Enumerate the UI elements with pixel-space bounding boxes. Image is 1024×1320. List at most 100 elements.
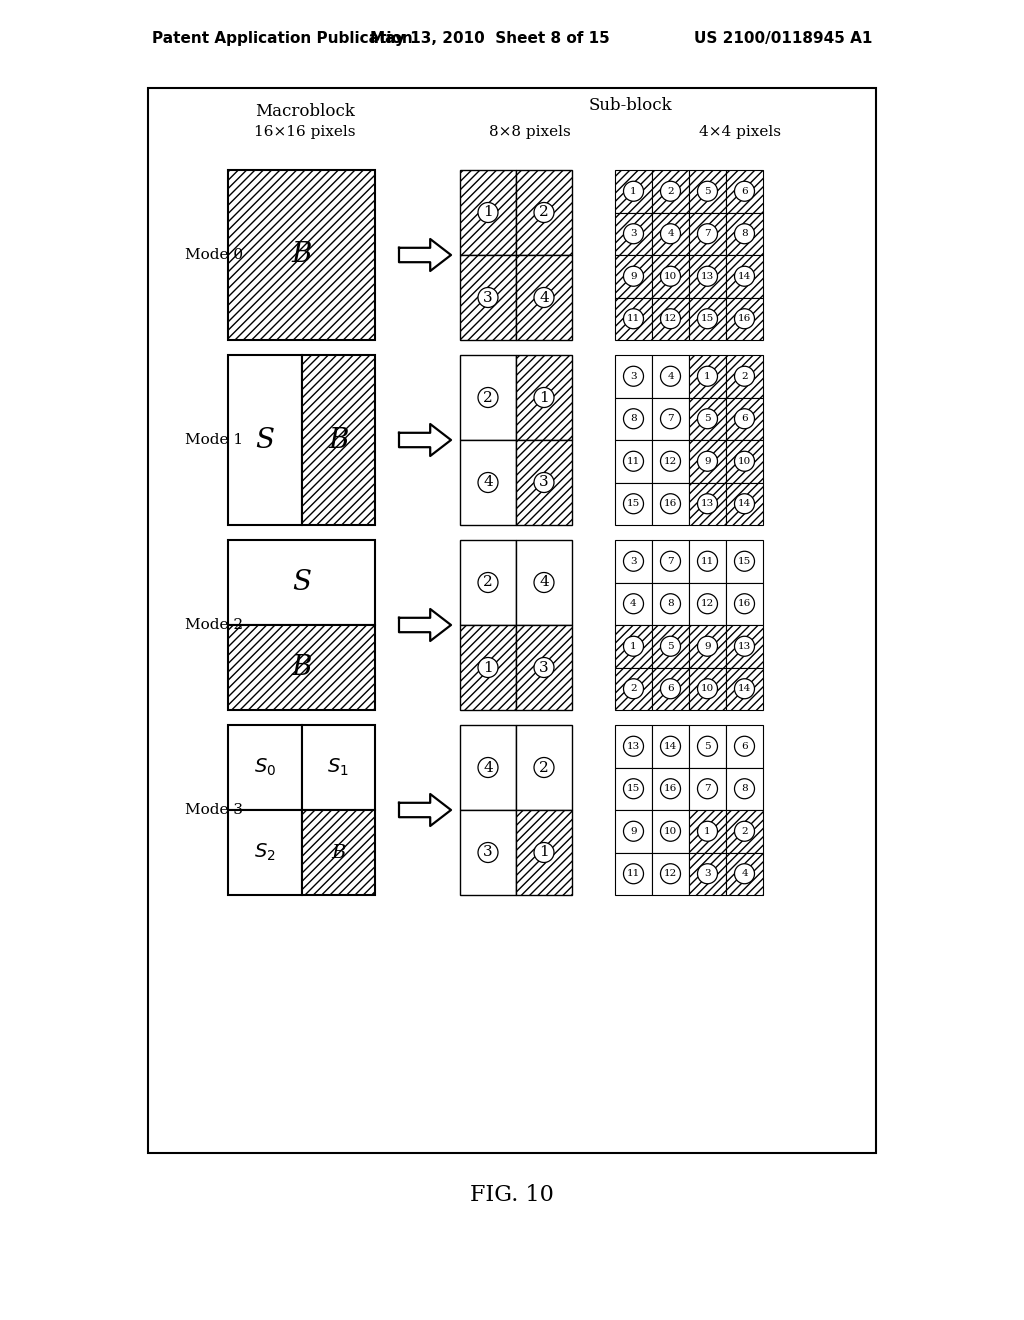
Circle shape [734,181,755,201]
Text: 11: 11 [627,457,640,466]
Text: 8: 8 [741,230,748,238]
Circle shape [734,863,755,884]
Text: 12: 12 [700,599,714,609]
Bar [726,668,763,710]
Bar [516,624,572,710]
Bar [516,440,572,525]
Text: 6: 6 [741,742,748,751]
Text: 4: 4 [741,870,748,878]
Bar [148,88,876,1152]
Text: 1: 1 [483,660,493,675]
Text: 1: 1 [539,391,549,404]
Circle shape [697,863,718,884]
Text: 15: 15 [738,557,752,566]
Text: 1: 1 [483,206,493,219]
Text: 1: 1 [630,642,637,651]
Circle shape [478,202,498,223]
Text: Macroblock: Macroblock [255,103,355,120]
Bar [726,582,763,624]
Circle shape [534,388,554,408]
Circle shape [697,451,718,471]
Bar [726,767,763,810]
Bar [652,483,689,525]
Bar [726,440,763,483]
Text: 3: 3 [483,846,493,859]
Bar [689,397,726,440]
Text: 7: 7 [668,557,674,566]
Circle shape [697,779,718,799]
Bar [460,624,516,710]
Circle shape [624,494,643,513]
Circle shape [660,594,681,614]
Circle shape [478,573,498,593]
Circle shape [624,552,643,572]
Bar [726,255,763,297]
Bar [615,668,652,710]
Text: 15: 15 [627,784,640,793]
Circle shape [624,181,643,201]
Text: B: B [291,653,311,681]
Circle shape [478,842,498,862]
Text: 4: 4 [668,230,674,238]
Circle shape [697,737,718,756]
Text: 16: 16 [664,499,677,508]
Circle shape [660,224,681,244]
Circle shape [734,309,755,329]
Text: 9: 9 [630,272,637,281]
Circle shape [624,863,643,884]
Text: 3: 3 [630,230,637,238]
Bar [228,355,301,525]
Bar [652,624,689,668]
Text: 2: 2 [539,206,549,219]
Circle shape [697,366,718,387]
Text: 1: 1 [705,372,711,380]
Circle shape [660,737,681,756]
Circle shape [734,494,755,513]
Bar [516,355,572,440]
Text: 2: 2 [741,372,748,380]
Circle shape [624,267,643,286]
Circle shape [624,594,643,614]
Text: 3: 3 [540,475,549,490]
Circle shape [534,473,554,492]
Bar [652,582,689,624]
Text: 16: 16 [738,599,752,609]
Bar [652,397,689,440]
Bar [726,483,763,525]
Text: 2: 2 [630,684,637,693]
Text: Mode 1: Mode 1 [185,433,243,447]
Circle shape [624,737,643,756]
Text: 10: 10 [664,826,677,836]
Bar [460,170,516,255]
Text: 15: 15 [627,499,640,508]
Circle shape [734,821,755,841]
Text: May 13, 2010  Sheet 8 of 15: May 13, 2010 Sheet 8 of 15 [370,30,610,45]
Bar [615,624,652,668]
Circle shape [697,267,718,286]
Bar [689,255,726,297]
Bar [615,255,652,297]
Circle shape [697,552,718,572]
Text: 15: 15 [700,314,714,323]
Text: Sub-block: Sub-block [588,98,672,115]
Polygon shape [399,609,451,642]
Text: 14: 14 [738,499,752,508]
Text: 9: 9 [705,642,711,651]
Bar [689,170,726,213]
Text: 3: 3 [540,660,549,675]
Circle shape [624,779,643,799]
Circle shape [624,678,643,698]
Bar [652,540,689,582]
Bar [615,297,652,341]
Bar [689,767,726,810]
Text: 13: 13 [700,272,714,281]
Bar [228,725,301,810]
Text: $S_2$: $S_2$ [254,842,275,863]
Circle shape [734,678,755,698]
Text: S: S [255,426,274,454]
Text: 3: 3 [705,870,711,878]
Text: B: B [331,843,345,862]
Circle shape [660,494,681,513]
Text: 2: 2 [741,826,748,836]
Circle shape [660,779,681,799]
